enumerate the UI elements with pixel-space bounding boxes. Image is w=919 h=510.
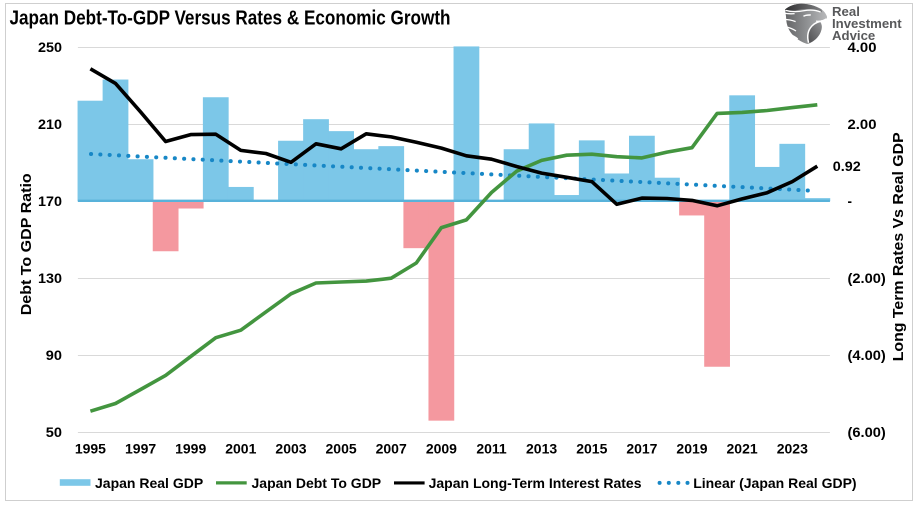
svg-text:(4.00): (4.00)	[848, 348, 886, 363]
svg-text:0.92: 0.92	[833, 159, 861, 174]
svg-text:210: 210	[38, 117, 62, 132]
svg-text:2023: 2023	[777, 441, 808, 457]
svg-text:Debt To GDP Ratio: Debt To GDP Ratio	[18, 173, 35, 315]
svg-text:(2.00): (2.00)	[848, 271, 886, 286]
svg-text:2005: 2005	[326, 441, 357, 457]
svg-text:Long Term Rates Vs Real GDP: Long Term Rates Vs Real GDP	[891, 132, 907, 361]
svg-text:2019: 2019	[676, 441, 707, 457]
svg-text:2001: 2001	[225, 441, 256, 457]
svg-text:2017: 2017	[626, 441, 657, 457]
svg-text:250: 250	[38, 40, 62, 55]
svg-text:Advice: Advice	[832, 28, 875, 43]
svg-text:(6.00): (6.00)	[848, 425, 886, 440]
svg-text:2021: 2021	[727, 441, 758, 457]
svg-text:2011: 2011	[476, 441, 507, 457]
svg-text:2003: 2003	[275, 441, 306, 457]
svg-text:2007: 2007	[376, 441, 407, 457]
svg-text:-: -	[848, 194, 853, 209]
svg-text:4.00: 4.00	[848, 40, 877, 55]
svg-text:2015: 2015	[576, 441, 607, 457]
svg-text:Japan Real GDP: Japan Real GDP	[95, 475, 203, 491]
svg-text:Real: Real	[832, 4, 860, 19]
svg-text:Investment: Investment	[832, 16, 902, 31]
svg-text:1999: 1999	[175, 441, 206, 457]
svg-text:2009: 2009	[426, 441, 457, 457]
svg-text:1995: 1995	[75, 441, 106, 457]
svg-text:Linear (Japan Real GDP): Linear (Japan Real GDP)	[693, 475, 856, 491]
svg-text:1997: 1997	[125, 441, 156, 457]
svg-text:130: 130	[38, 271, 62, 286]
svg-text:Japan Debt-To-GDP Versus Rates: Japan Debt-To-GDP Versus Rates & Economi…	[10, 7, 451, 30]
svg-text:50: 50	[46, 425, 62, 440]
svg-text:Japan Debt To GDP: Japan Debt To GDP	[252, 475, 382, 491]
svg-text:170: 170	[38, 194, 62, 209]
svg-text:2013: 2013	[526, 441, 557, 457]
svg-text:Japan Long-Term Interest Rates: Japan Long-Term Interest Rates	[429, 475, 642, 491]
svg-text:2.00: 2.00	[848, 117, 877, 132]
svg-text:90: 90	[46, 348, 62, 363]
